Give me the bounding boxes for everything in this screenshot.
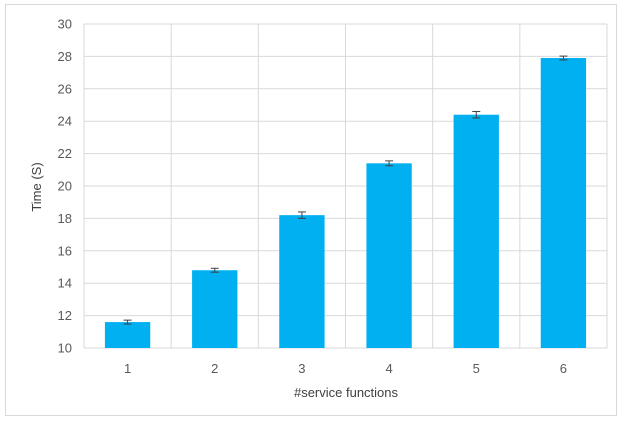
y-tick-label: 22 bbox=[58, 146, 72, 161]
x-axis-label: #service functions bbox=[294, 385, 399, 400]
bar-4 bbox=[366, 163, 412, 348]
y-axis-label: Time (S) bbox=[29, 162, 44, 211]
y-tick-label: 28 bbox=[58, 49, 72, 64]
x-tick-label: 3 bbox=[298, 361, 305, 376]
y-tick-label: 10 bbox=[58, 341, 72, 356]
y-tick-label: 12 bbox=[58, 308, 72, 323]
y-axis-ticks: 10 12 14 16 18 20 22 24 26 28 30 bbox=[58, 17, 72, 356]
y-tick-label: 16 bbox=[58, 243, 72, 258]
bar-5 bbox=[453, 114, 499, 348]
grid bbox=[83, 23, 608, 349]
y-tick-label: 30 bbox=[58, 17, 72, 32]
x-tick-label: 5 bbox=[473, 361, 480, 376]
y-tick-label: 18 bbox=[58, 211, 72, 226]
x-tick-label: 6 bbox=[560, 361, 567, 376]
y-tick-label: 14 bbox=[58, 276, 72, 291]
bar-6 bbox=[540, 58, 587, 349]
x-tick-label: 1 bbox=[124, 361, 131, 376]
bar-2 bbox=[192, 270, 238, 348]
y-tick-label: 20 bbox=[58, 179, 72, 194]
bars bbox=[104, 58, 587, 349]
bar-1 bbox=[104, 322, 151, 348]
y-tick-label: 24 bbox=[58, 114, 72, 129]
error-bars bbox=[123, 55, 568, 325]
x-tick-label: 2 bbox=[211, 361, 218, 376]
bar-3 bbox=[279, 215, 325, 348]
y-tick-label: 26 bbox=[58, 81, 72, 96]
x-tick-label: 4 bbox=[385, 361, 392, 376]
x-axis-ticks: 1 2 3 4 5 6 bbox=[124, 361, 567, 376]
